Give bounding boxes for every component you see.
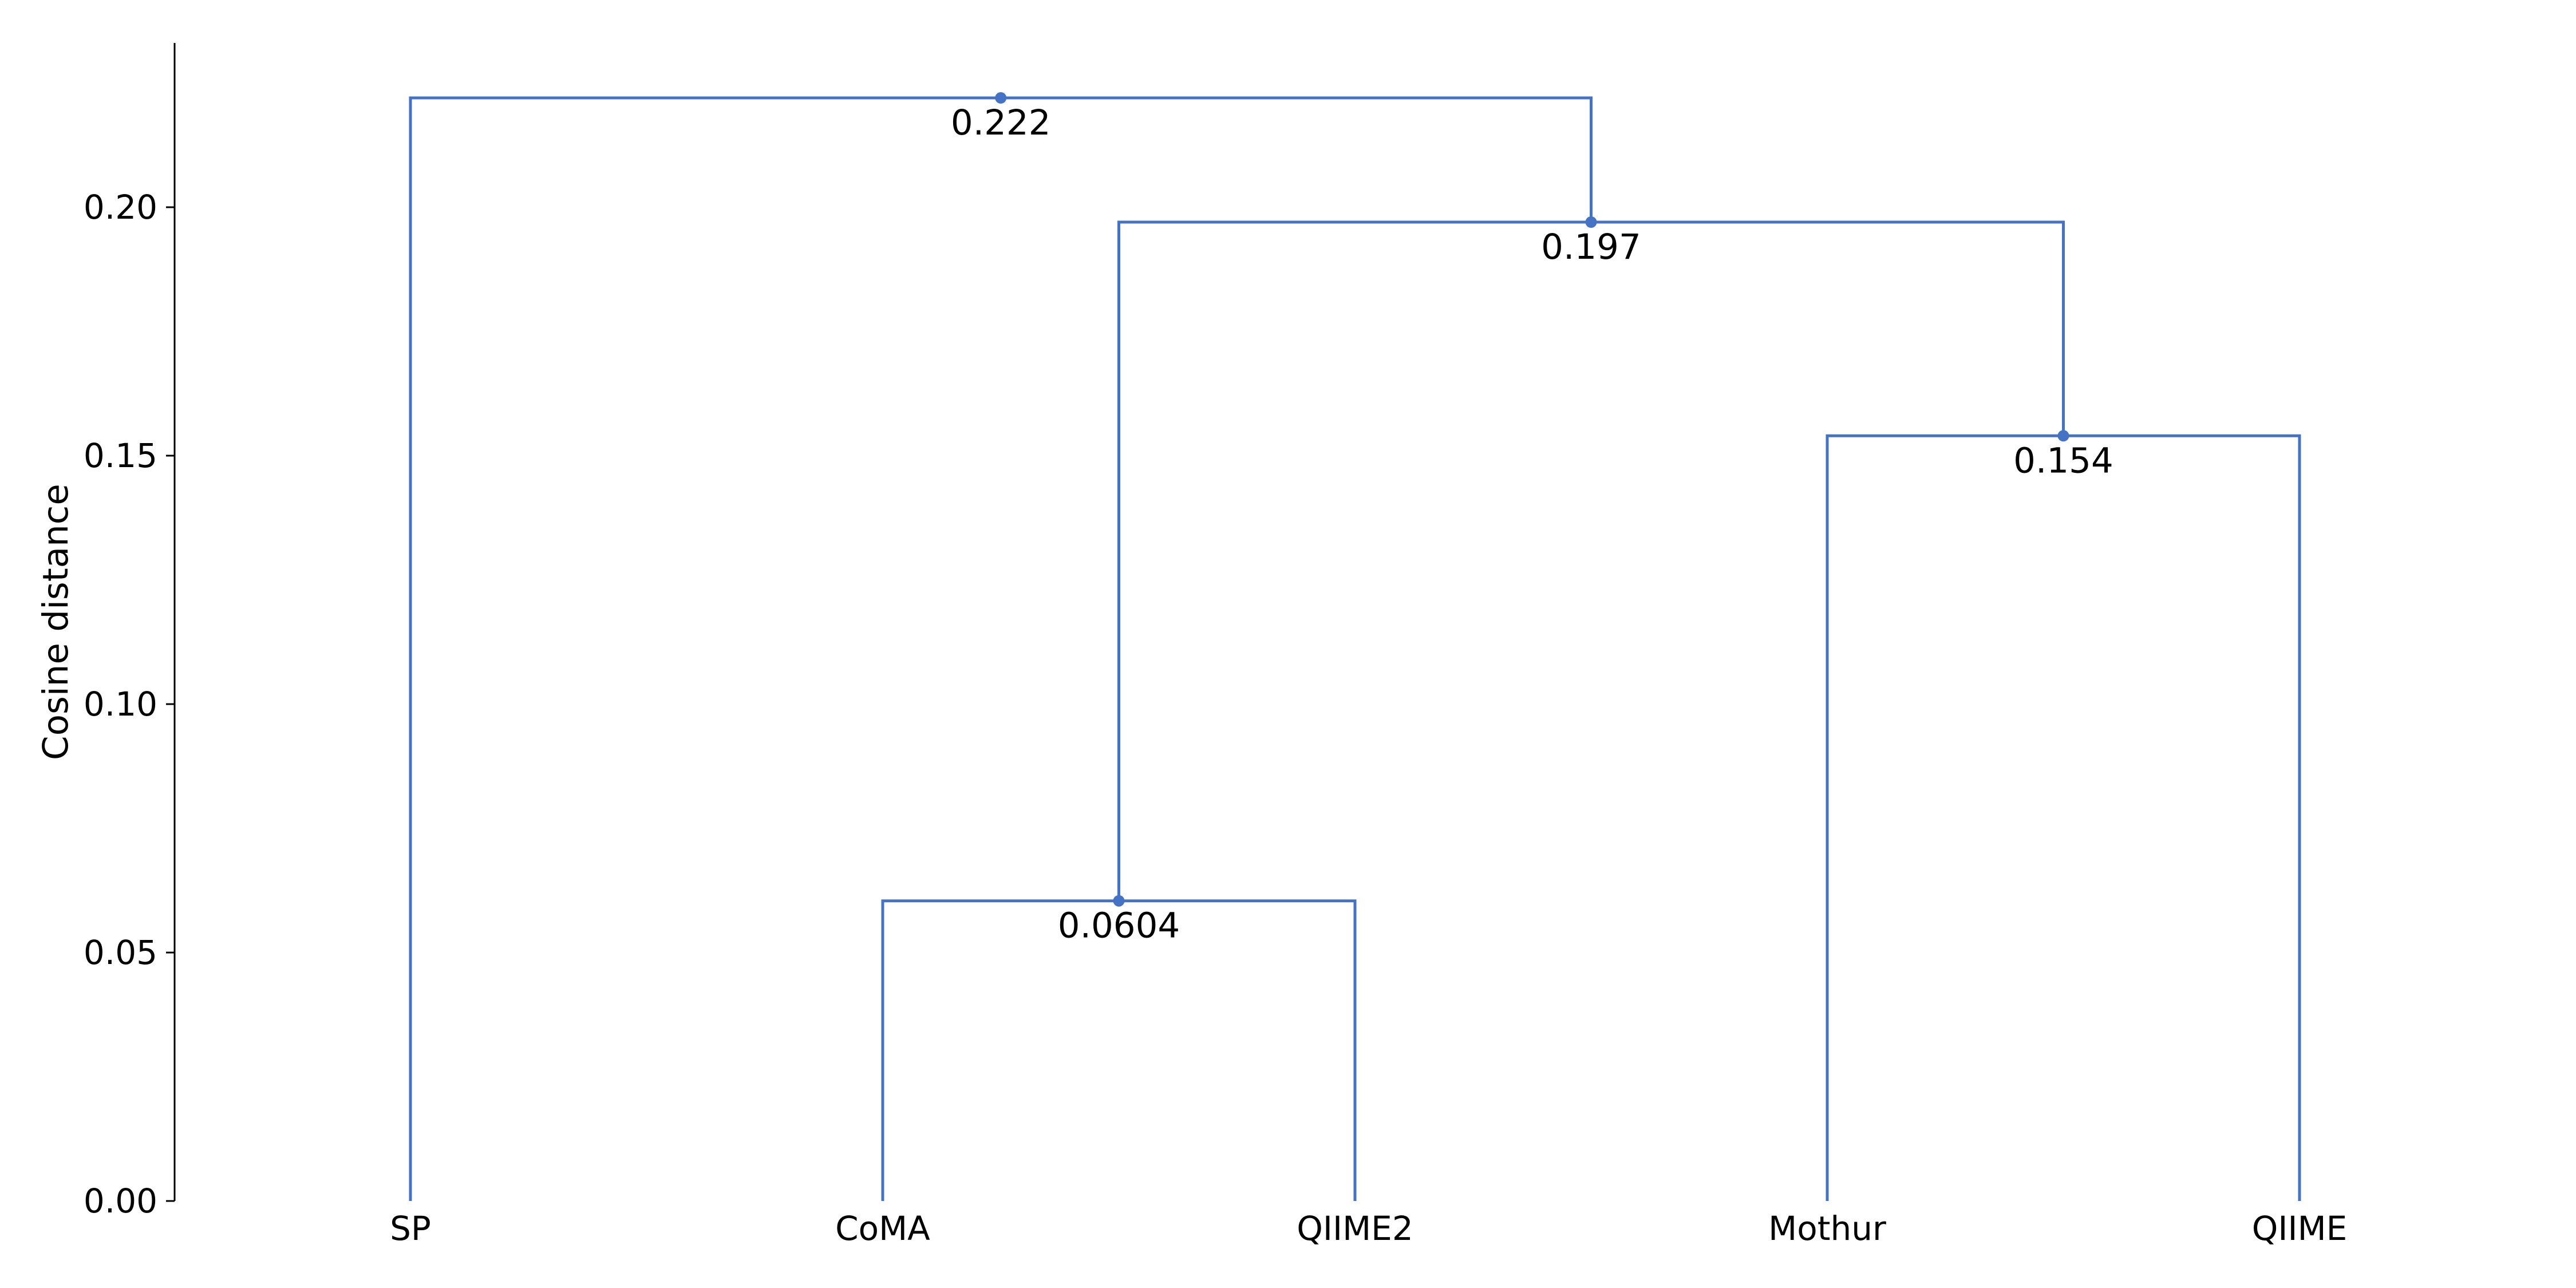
y-tick-label: 0.10: [84, 685, 157, 724]
dendrogram-link: [1826, 434, 2301, 1201]
leaf-label: SP: [390, 1209, 431, 1248]
dendrogram-link: [1117, 220, 2065, 901]
merge-height-label: 0.222: [951, 102, 1051, 143]
merge-height-label: 0.0604: [1058, 906, 1180, 946]
y-tick-label: 0.05: [84, 933, 157, 972]
leaf-label: QIIME: [2252, 1209, 2348, 1248]
merge-node-dot: [995, 92, 1007, 104]
leaf-labels: SP CoMA QIIME2 Mothur QIIME: [390, 1209, 2347, 1248]
dendrogram-link: [409, 96, 1593, 1201]
leaf-label: QIIME2: [1297, 1209, 1413, 1248]
merge-height-label: 0.197: [1541, 227, 1641, 267]
merge-height-label: 0.154: [2013, 440, 2113, 481]
y-tick-label: 0.20: [84, 188, 157, 227]
y-tick-label: 0.00: [84, 1182, 157, 1220]
dendrogram-branches: 0.0604 0.154 0.197 0.222: [409, 92, 2301, 1201]
y-axis-ticks: 0.00 0.05 0.10 0.15 0.20: [84, 188, 175, 1220]
leaf-label: CoMA: [835, 1209, 930, 1248]
y-axis-label: Cosine distance: [35, 484, 76, 760]
merge-node-dot: [1113, 895, 1125, 907]
y-tick-label: 0.15: [84, 436, 157, 475]
leaf-label: Mothur: [1768, 1209, 1886, 1248]
